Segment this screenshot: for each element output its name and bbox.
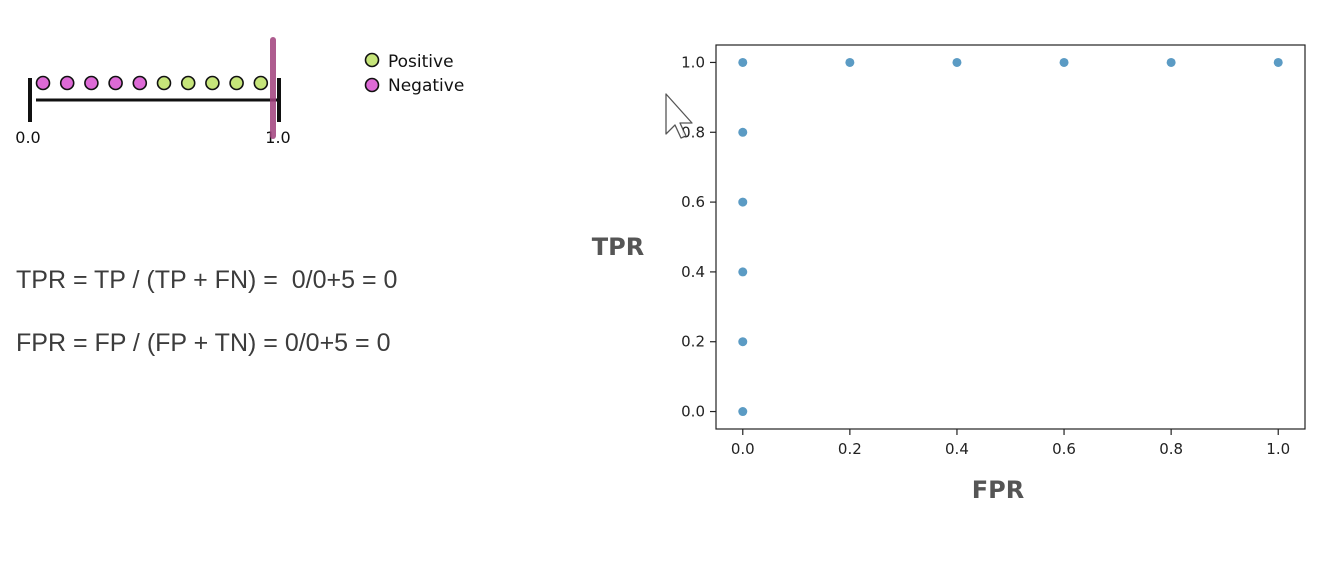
scatter-points — [738, 57, 1283, 417]
scatter-point — [738, 267, 748, 277]
number-line-point-negative — [35, 75, 51, 91]
number-line-point-negative — [84, 75, 99, 91]
number-line-point-positive — [253, 75, 269, 91]
number-line-end-label: 1.0 — [265, 128, 290, 147]
x-tick-label: 0.0 — [731, 440, 755, 458]
y-axis-label: TPR — [592, 233, 644, 261]
y-tick-label: 0.6 — [681, 193, 705, 211]
number-line-point-positive — [205, 75, 220, 91]
x-tick-label: 0.6 — [1052, 440, 1076, 458]
y-tick-label: 0.4 — [681, 263, 705, 281]
number-line-point-positive — [180, 75, 196, 91]
scatter-point — [952, 57, 962, 67]
scatter-point — [738, 407, 748, 417]
legend: Positive Negative — [364, 52, 464, 96]
scatter-point — [1166, 57, 1176, 67]
x-axis-label: FPR — [972, 476, 1024, 504]
y-axis-ticks: 0.0 0.2 0.4 0.6 0.8 1.0 — [681, 53, 716, 421]
x-axis-ticks: 0.0 0.2 0.4 0.6 0.8 1.0 — [731, 429, 1290, 458]
y-tick-label: 0.8 — [681, 123, 705, 141]
scatter-point — [1059, 57, 1069, 67]
plot-frame — [715, 44, 1306, 430]
number-line-point-positive — [156, 75, 172, 91]
scatter-point — [738, 337, 748, 347]
y-tick-label: 0.0 — [681, 403, 705, 421]
number-line-point-negative — [132, 75, 148, 91]
legend-negative-swatch — [364, 77, 380, 93]
scatter-point — [845, 57, 855, 67]
legend-negative-label: Negative — [388, 76, 464, 96]
x-tick-label: 0.4 — [945, 440, 969, 458]
fpr-formula: FPR = FP / (FP + TN) = 0/0+5 = 0 — [16, 329, 391, 357]
number-line-point-negative — [59, 75, 75, 91]
number-line-point-negative — [108, 75, 123, 91]
x-tick-label: 0.8 — [1159, 440, 1183, 458]
number-line-start-label: 0.0 — [15, 128, 40, 147]
number-line-points — [35, 75, 269, 91]
roc-scatter-chart: 0.0 0.2 0.4 0.6 0.8 1.0 0.0 0.2 0.4 0.6 0.8 1.0 FP… — [592, 44, 1306, 504]
scatter-point — [738, 57, 748, 67]
legend-positive-label: Positive — [388, 52, 454, 72]
scatter-point — [738, 197, 748, 207]
x-tick-label: 1.0 — [1266, 440, 1290, 458]
mouse-cursor-icon — [665, 93, 693, 139]
y-tick-label: 0.2 — [681, 333, 705, 351]
scatter-point — [1273, 57, 1283, 67]
tpr-formula: TPR = TP / (TP + FN) = 0/0+5 = 0 — [16, 266, 398, 294]
scatter-point — [738, 127, 748, 137]
legend-positive-swatch — [364, 52, 380, 68]
y-tick-label: 1.0 — [681, 53, 705, 71]
threshold-number-line: 0.0 1.0 — [15, 37, 291, 147]
number-line-point-positive — [229, 75, 244, 91]
x-tick-label: 0.2 — [838, 440, 862, 458]
